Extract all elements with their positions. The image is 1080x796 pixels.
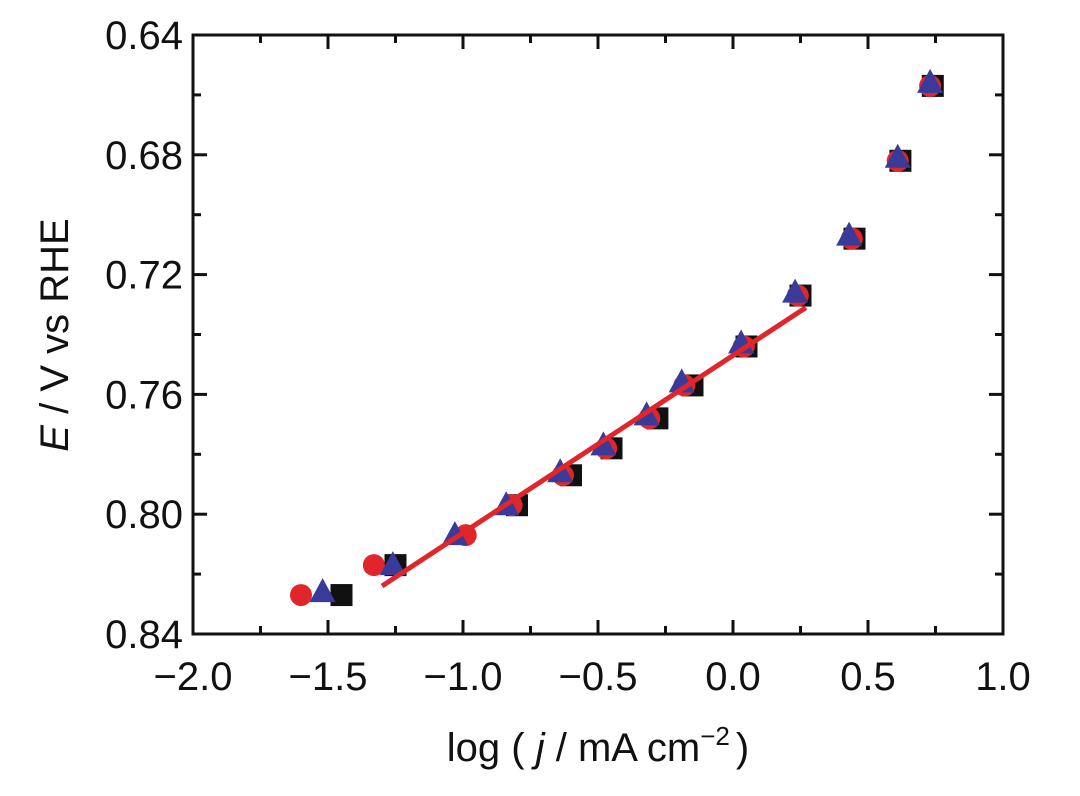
x-tick-label: 0.5 <box>840 655 896 699</box>
x-tick-label: −2.0 <box>154 655 233 699</box>
triangle-marker <box>884 143 911 168</box>
x-tick-label: 0.0 <box>705 655 761 699</box>
y-axis-title: E / V vs RHE <box>33 218 77 451</box>
x-tick-label: −0.5 <box>559 655 638 699</box>
linear-fit-line <box>380 305 808 589</box>
plot-area <box>191 33 1005 636</box>
x-tick-labels: −2.0 −1.5 −1.0 −0.5 0.0 0.5 1.0 <box>154 655 1031 699</box>
triangle-marker <box>836 221 863 246</box>
triangle-marker <box>782 278 809 303</box>
y-tick-label: 0.68 <box>105 134 183 178</box>
y-tick-label: 0.76 <box>105 373 183 417</box>
circle-marker <box>290 584 312 607</box>
triangle-marker <box>379 551 406 576</box>
y-tick-label: 0.72 <box>105 254 183 298</box>
x-tick-label: −1.5 <box>289 655 368 699</box>
triangle-marker <box>309 578 336 603</box>
y-tick-label: 0.64 <box>105 14 183 58</box>
axis-ticks <box>191 33 1005 636</box>
y-tick-label: 0.80 <box>105 493 183 537</box>
square-marker <box>330 584 353 607</box>
triangle-marker <box>441 521 468 546</box>
x-tick-label: −1.0 <box>424 655 503 699</box>
y-tick-labels: 0.64 0.68 0.72 0.76 0.80 0.84 <box>105 14 183 657</box>
x-axis-title: log ( j / mA cm−2) <box>447 721 749 770</box>
circle-marker <box>362 554 385 577</box>
fit-line-group <box>380 305 808 589</box>
y-tick-label: 0.84 <box>105 613 183 657</box>
triangle-marker <box>917 68 944 93</box>
x-tick-label: 1.0 <box>975 655 1031 699</box>
